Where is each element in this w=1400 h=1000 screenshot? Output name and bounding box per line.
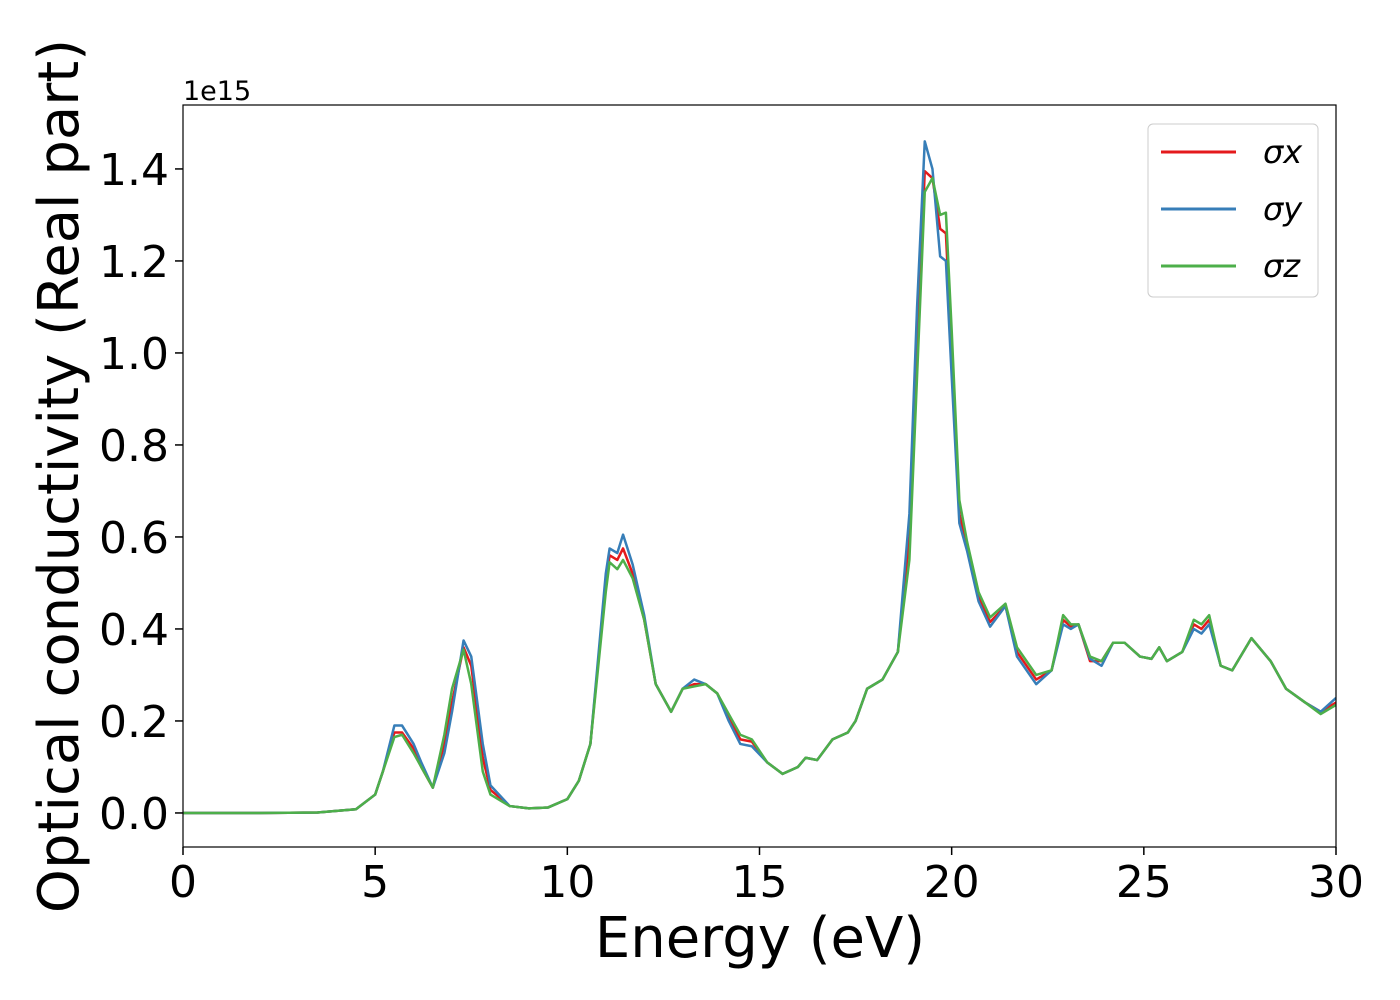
plot-frame	[182, 104, 1337, 848]
y-axis-label: Optical conductivity (Real part)	[27, 39, 92, 913]
series-line	[183, 176, 1336, 815]
x-tick-label: 10	[539, 857, 595, 908]
y-tick-label: 0.2	[99, 697, 169, 748]
x-tick-label: 15	[732, 857, 788, 908]
x-axis-label: Energy (eV)	[595, 906, 925, 971]
y-tick-label: 0.8	[99, 421, 169, 472]
y-tick-label: 0.0	[99, 789, 169, 840]
legend-label: σx	[1263, 133, 1303, 171]
legend-label: σz	[1263, 247, 1301, 285]
x-tick-label: 5	[361, 857, 389, 908]
legend-label: σy	[1263, 190, 1303, 228]
y-tick-label: 0.6	[99, 513, 169, 564]
x-tick-label: 25	[1116, 857, 1172, 908]
y-tick-label: 0.4	[99, 605, 169, 656]
x-tick-label: 20	[924, 857, 980, 908]
y-tick-label: 1.4	[99, 145, 169, 196]
x-tick-label: 0	[169, 857, 197, 908]
y-offset-label: 1e15	[183, 76, 251, 107]
y-tick-label: 1.0	[99, 329, 169, 380]
y-tick-label: 1.2	[99, 237, 169, 288]
x-tick-label: 30	[1308, 857, 1364, 908]
